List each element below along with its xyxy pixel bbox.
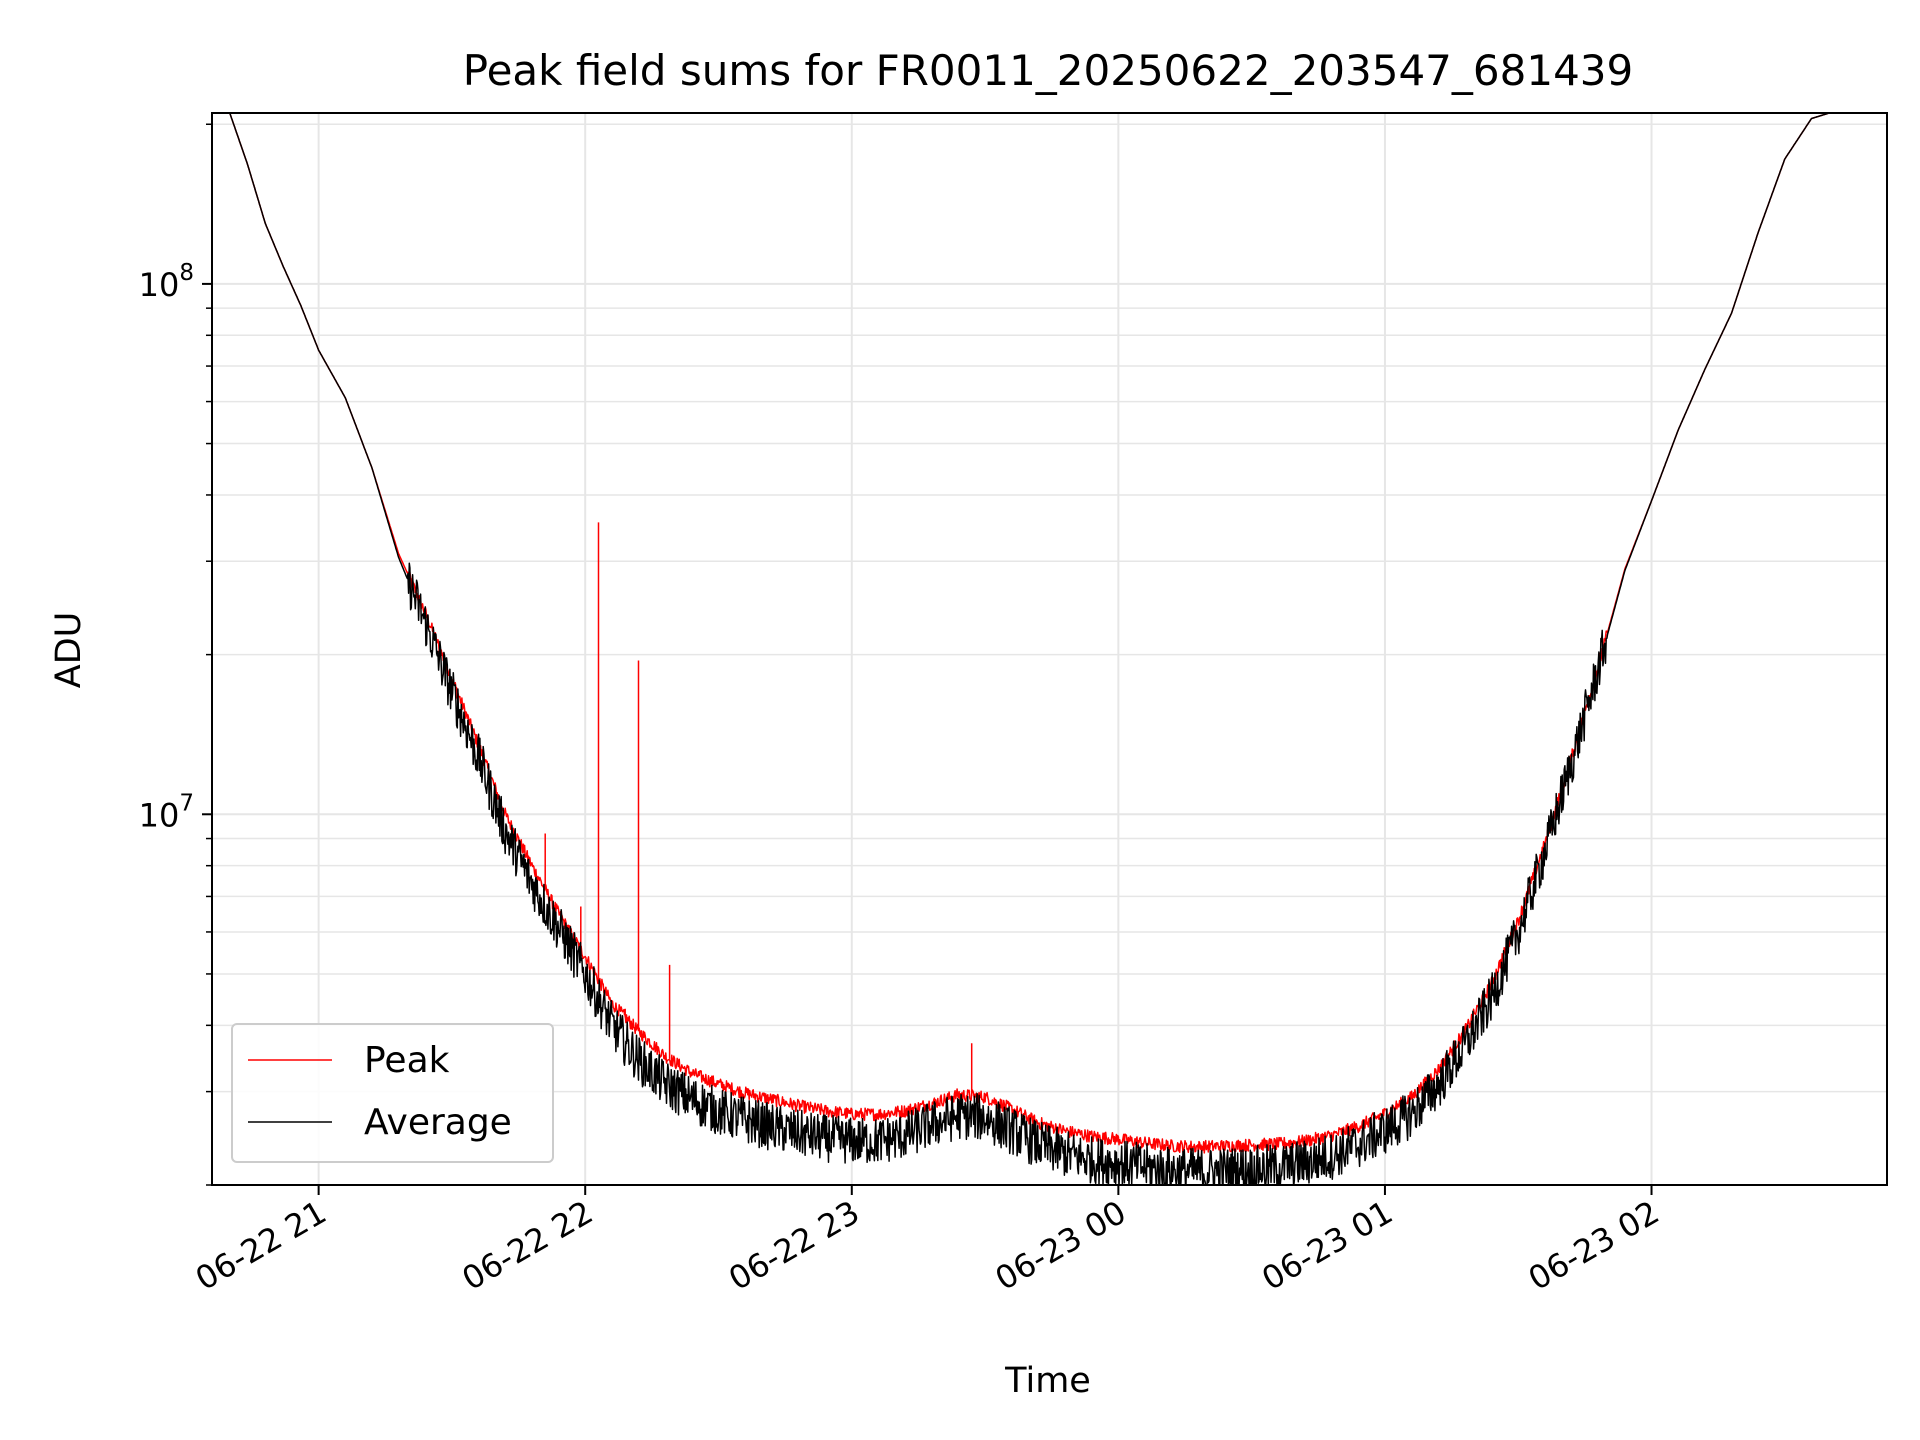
y-tick-label-exponent: 7 <box>179 790 194 816</box>
y-axis-label: ADU <box>49 612 89 689</box>
series-layer <box>229 113 1830 1185</box>
legend-box <box>231 1023 554 1163</box>
y-tick-label-exponent: 8 <box>179 260 194 286</box>
y-tick-label: 108 <box>139 260 194 304</box>
legend-label-peak: Peak <box>364 1040 450 1081</box>
y-tick-label: 107 <box>139 790 194 834</box>
series-line-average <box>229 113 1830 1185</box>
x-axis-label: Time <box>1004 1361 1091 1401</box>
legend-label-average: Average <box>364 1102 512 1143</box>
y-tick-label-base: 10 <box>139 266 180 304</box>
legend: Peak Average <box>231 1023 554 1163</box>
series-line-peak <box>229 113 1830 1154</box>
plot-frame <box>211 112 1888 1186</box>
y-tick-label-base: 10 <box>139 796 180 834</box>
chart-title: Peak field sums for FR0011_20250622_2035… <box>463 46 1633 95</box>
